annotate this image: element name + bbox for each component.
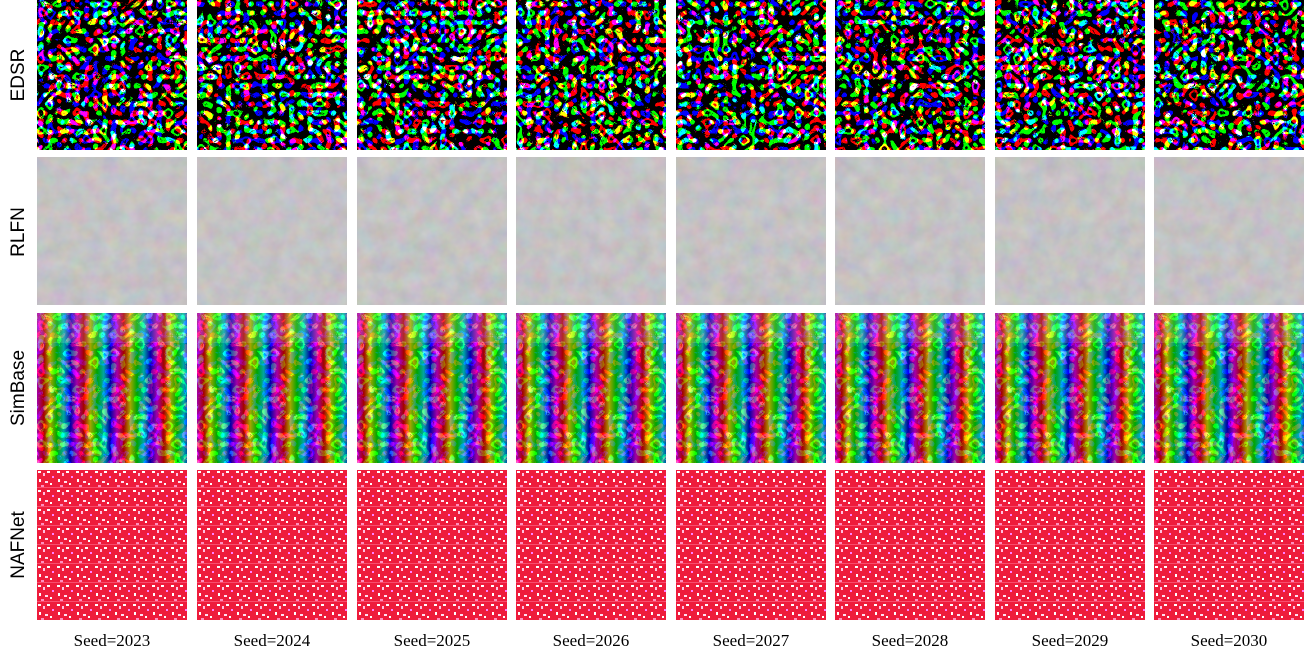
image-tile (197, 0, 347, 150)
image-tile (516, 0, 666, 150)
column-label: Seed=2024 (234, 631, 311, 650)
image-tile (197, 470, 347, 620)
image-tile (516, 157, 666, 305)
image-tile (835, 313, 985, 463)
image-tile (197, 157, 347, 305)
image-tile (835, 470, 985, 620)
image-tile (995, 470, 1145, 620)
tiles (37, 0, 1304, 620)
column-label: Seed=2028 (872, 631, 949, 650)
image-tile (1154, 470, 1304, 620)
image-tile (357, 313, 507, 463)
image-tile (676, 313, 826, 463)
image-tile (37, 157, 187, 305)
image-tile (676, 0, 826, 150)
row-label: NAFNet (8, 511, 29, 579)
image-tile (676, 157, 826, 305)
image-tile (1154, 0, 1304, 150)
image-tile (516, 313, 666, 463)
column-label: Seed=2029 (1032, 631, 1109, 650)
image-tile (516, 470, 666, 620)
page: EDSR RLFN SimBase NAFNet Seed=2023 Seed=2024 S… (0, 0, 1307, 656)
image-tile (37, 470, 187, 620)
image-tile (357, 157, 507, 305)
image-tile (995, 157, 1145, 305)
column-label: Seed=2025 (394, 631, 471, 650)
row-label: SimBase (8, 350, 29, 426)
figure: EDSR RLFN SimBase NAFNet Seed=2023 Seed=2024 S… (0, 0, 1307, 656)
image-tile (835, 0, 985, 150)
row-label: RLFN (8, 207, 29, 257)
image-tile (1154, 157, 1304, 305)
image-tile (995, 313, 1145, 463)
image-tile (357, 470, 507, 620)
column-label: Seed=2027 (713, 631, 790, 650)
image-tile (37, 313, 187, 463)
image-tile (37, 0, 187, 150)
column-label: Seed=2023 (74, 631, 151, 650)
image-tile (1154, 313, 1304, 463)
image-tile (197, 313, 347, 463)
image-tile (835, 157, 985, 305)
image-tile (357, 0, 507, 150)
image-tile (995, 0, 1145, 150)
image-tile (676, 470, 826, 620)
column-label: Seed=2030 (1191, 631, 1268, 650)
row-label: EDSR (8, 49, 29, 102)
column-label: Seed=2026 (553, 631, 630, 650)
